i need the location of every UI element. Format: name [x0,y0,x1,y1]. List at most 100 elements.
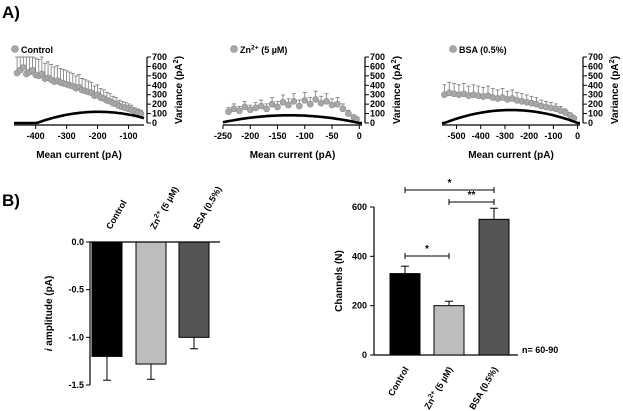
plot3-x-axis-title: Mean current (pA) [468,150,554,161]
amp-category-label: BSA (0.5%) [191,185,224,231]
plot2-y-axis-title: Variance (pA2) [389,56,403,124]
amp-bar [178,241,210,338]
amp-y-tick-label: -0.5 [68,285,84,295]
panel-label-b: B) [2,191,20,210]
plot2-data-point [345,110,352,117]
plot3-y-tick-label: 300 [588,90,603,100]
plot1-legend-label: Control [21,45,53,55]
chan-category-label: Zn2+ (5 µM) [422,365,455,411]
plot1-y-tick-label: 400 [152,80,167,90]
plot3-x-tick-label: -300 [496,131,514,141]
chan-y-tick-label: 0 [362,350,367,360]
chan-significance-label: * [425,244,429,255]
plot1-y-axis-title: Variance (pA2) [171,56,185,124]
chan-n-annotation: n= 60-90 [522,345,558,355]
plot2-x-axis-title: Mean current (pA) [250,150,336,161]
plot2-y-tick-label: 200 [370,99,385,109]
plot2-data-point [306,100,314,108]
plot3-legend-marker [449,45,457,53]
plot3-fit-curve [442,108,580,125]
plot3-y-tick-label: 600 [588,61,603,71]
amp-category-label: Control [104,198,129,231]
plot1-fit-curve [14,110,145,125]
chan-bar [389,273,421,356]
plot2-x-tick-label: -150 [269,131,287,141]
plot1-data-point [19,64,27,71]
plot2-data-point [301,97,309,104]
plot1-y-tick-label: 300 [152,90,167,100]
plot2-x-tick-label: -50 [326,131,339,141]
plot1-x-tick-label: -200 [89,131,107,141]
plot2-data-point [339,105,347,113]
plot2-y-tick-label: 500 [370,71,385,81]
chan-bar [478,218,510,356]
plot2-data-point [236,107,243,115]
plot2-legend-label: Zn2+ (5 µM) [240,44,287,55]
plot3-y-tick-label: 700 [588,52,603,62]
chan-y-axis-title: Channels (N) [334,250,345,312]
plot3-x-tick-label: -500 [448,131,466,141]
chan-significance-label: * [448,178,452,189]
plot3-y-axis-title: Variance (pA2) [607,56,621,124]
chan-category-label: BSA (0.5%) [467,365,500,411]
plot3-y-tick-label: 200 [588,99,603,109]
amp-y-axis-title: i amplitude (pA) [44,276,55,352]
chan-category-label: Control [386,365,411,398]
amp-y-tick-label: 0.0 [71,237,84,247]
amp-y-tick-label: -1.0 [68,332,84,342]
plot2-data-point [323,98,330,105]
plot1-y-tick-label: 600 [152,61,167,71]
plot2-x-tick-label: -200 [241,131,259,141]
plot2-data-point [312,96,319,103]
plot2-legend-marker [230,45,238,53]
panel-label-a: A) [2,3,20,22]
amp-bar [135,241,167,365]
plot2-y-tick-label: 0 [370,118,375,128]
chan-y-tick-label: 600 [352,202,367,212]
plot2-y-tick-label: 400 [370,80,385,90]
plot3-y-tick-label: 400 [588,80,603,90]
plot3-y-tick-label: 100 [588,109,603,119]
plot2-data-point [263,105,270,113]
plot2-data-point [317,99,325,107]
plot2-data-point [279,98,287,106]
plot2-x-tick-label: 0 [357,131,362,141]
plot2-x-tick-label: -250 [214,131,232,141]
plot2-data-point [246,106,254,114]
plot2-fit-curve [222,114,362,125]
chan-y-tick-label: 400 [352,251,367,261]
plot2-data-point [230,105,238,113]
plot1-x-tick-label: -300 [58,131,76,141]
plot2-data-point [225,108,232,115]
plot2-data-point [252,104,260,112]
plot2-y-tick-label: 600 [370,61,385,71]
plot1-y-tick-label: 200 [152,99,167,109]
plot3-y-tick-label: 0 [588,118,593,128]
plot2-data-point [241,103,249,111]
plot1-legend-marker [11,45,19,53]
plot2-data-point [285,101,292,109]
plot2-data-point [268,100,276,108]
plot2-y-tick-label: 300 [370,90,385,100]
plot1-y-tick-label: 500 [152,71,167,81]
plot3-x-tick-label: 0 [575,131,580,141]
amp-category-label: Zn2+ (5 µM) [148,185,181,231]
plot2-data-point [290,98,298,105]
amp-y-tick-label: -1.5 [68,380,84,390]
plot3-legend-label: BSA (0.5%) [459,45,507,55]
plot2-y-tick-label: 100 [370,109,385,119]
plot2-data-point [274,103,281,111]
plot1-x-tick-label: -400 [27,131,45,141]
plot3-y-tick-label: 500 [588,71,603,81]
plot2-data-point [334,100,341,108]
plot2-data-point [257,102,265,110]
plot1-y-tick-label: 700 [152,52,167,62]
plot2-y-tick-label: 700 [370,52,385,62]
plot1-y-tick-label: 0 [152,118,157,128]
amp-bar [91,241,123,357]
plot3-x-tick-label: -100 [544,131,562,141]
plot1-x-axis-title: Mean current (pA) [36,150,122,161]
plot2-data-point [328,101,336,109]
chan-significance-label: ** [468,190,476,201]
